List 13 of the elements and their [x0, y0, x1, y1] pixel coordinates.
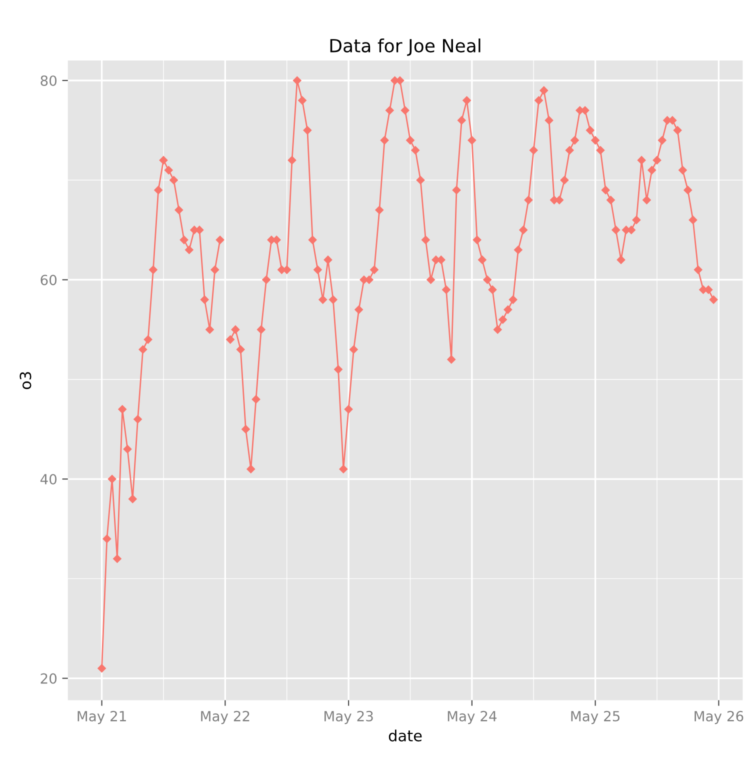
y-axis-title: o3 [20, 372, 32, 390]
x-tick-label: May 23 [324, 710, 373, 724]
x-tick-label: May 22 [201, 710, 250, 724]
x-tick-label: May 25 [571, 710, 620, 724]
y-tick-label: 60 [40, 274, 57, 286]
x-tick-label: May 26 [694, 710, 744, 724]
x-tick-label: May 24 [448, 710, 497, 724]
y-tick-label: 20 [40, 673, 57, 684]
chart-title: Data for Joe Neal [330, 38, 480, 56]
y-tick-label: 40 [40, 474, 57, 485]
x-axis-title: date [388, 730, 422, 742]
x-tick-label: May 21 [78, 710, 126, 724]
y-tick-label: 80 [40, 75, 57, 86]
